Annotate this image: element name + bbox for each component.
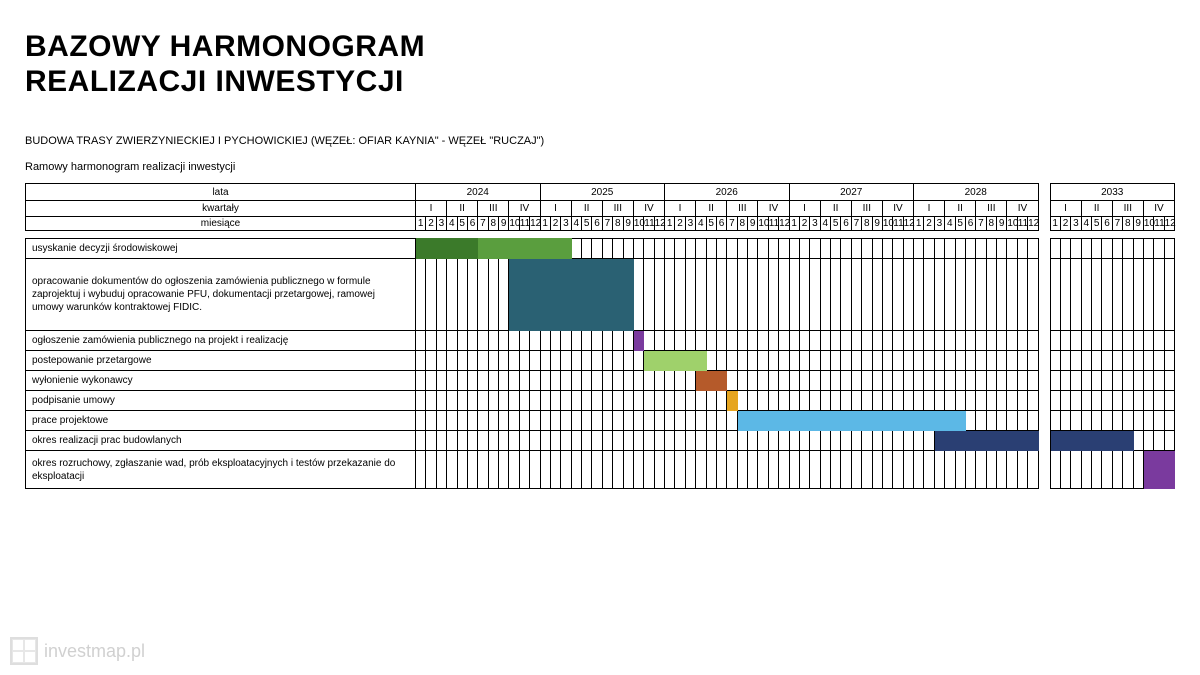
task-label: prace projektowe [26, 411, 416, 431]
title-line-1: BAZOWY HARMONOGRAM [25, 30, 1175, 65]
task-label: usyskanie decyzji środowiskowej [26, 239, 416, 259]
chart-caption: Ramowy harmonogram realizacji inwestycji [25, 161, 1175, 173]
task-label: opracowanie dokumentów do ogłoszenia zam… [26, 259, 416, 331]
task-label: okres realizacji prac budowlanych [26, 431, 416, 451]
project-name: BUDOWA TRASY ZWIERZYNIECKIEJ I PYCHOWICK… [25, 135, 1175, 147]
watermark: investmap.pl [10, 637, 145, 665]
task-label: ogłoszenie zamówienia publicznego na pro… [26, 331, 416, 351]
task-label: wyłonienie wykonawcy [26, 371, 416, 391]
main-title: BAZOWY HARMONOGRAM REALIZACJI INWESTYCJI [25, 30, 1175, 99]
task-label: okres rozruchowy, zgłaszanie wad, prób e… [26, 451, 416, 489]
gantt-chart: lata202420252026202720282033kwartałyIIII… [25, 183, 1175, 489]
watermark-text: investmap.pl [44, 641, 145, 662]
watermark-icon [10, 637, 38, 665]
task-label: podpisanie umowy [26, 391, 416, 411]
task-label: postepowanie przetargowe [26, 351, 416, 371]
title-line-2: REALIZACJI INWESTYCJI [25, 65, 1175, 100]
